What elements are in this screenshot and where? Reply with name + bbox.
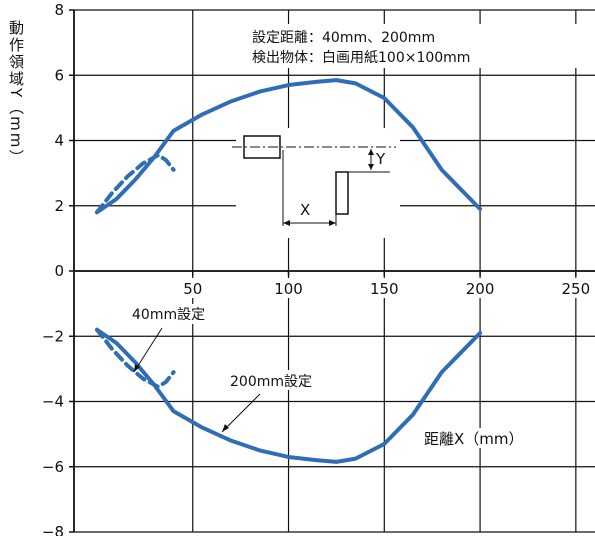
x-tick-label-background — [460, 278, 501, 298]
leader-arrowhead-200 — [222, 424, 229, 432]
condition-line-2: 検出物体：白画用紙100×100mm — [252, 50, 470, 66]
series-annotations: 40mm設定 200mm設定 — [128, 304, 350, 433]
label-40-background — [128, 304, 242, 324]
y-tick-label: −6 — [42, 458, 64, 476]
conditions-box: 設定距離：40mm、200mm 検出物体：白画用紙100×100mm — [244, 24, 580, 68]
y-tick-label: −8 — [42, 523, 64, 536]
series-line-lower — [94, 327, 483, 464]
y-arrowhead-top — [368, 149, 374, 155]
x-axis-label: 距離X（mm） — [424, 430, 524, 448]
x-tick-label: 200 — [466, 280, 495, 298]
series-line-lower — [94, 327, 176, 389]
x-tick-label: 100 — [274, 280, 303, 298]
leader-arrowhead-40 — [134, 364, 140, 372]
leader-line-200 — [221, 393, 261, 433]
condition-line-1: 設定距離：40mm、200mm — [252, 29, 435, 46]
tick-labels: 50 100 150 200 250 8 6 4 2 0 −2 −4 −6 −8 — [42, 1, 595, 536]
y-dimension-label: Y — [375, 150, 386, 168]
x-tick-label-background — [268, 278, 309, 298]
label-200-background — [226, 370, 350, 390]
target-object — [335, 171, 349, 215]
y-arrowhead-bottom — [368, 164, 374, 170]
y-tick-label: 6 — [54, 66, 64, 84]
series-line-upper — [94, 153, 176, 215]
axes — [69, 9, 595, 533]
label-200mm-setting: 200mm設定 — [230, 374, 312, 390]
sensor-box — [243, 135, 281, 159]
x-tick-label: 50 — [183, 280, 202, 298]
y-tick-label: −2 — [42, 327, 64, 345]
x-tick-label: 250 — [562, 280, 591, 298]
conditions-background — [244, 24, 580, 68]
series-layer — [94, 78, 483, 464]
x-tick-label: 150 — [370, 280, 399, 298]
series-line-upper — [94, 78, 483, 215]
x-label-background — [420, 428, 558, 448]
y-tick-label: 0 — [54, 262, 64, 280]
leader-line-40 — [133, 327, 163, 373]
x-arrowhead-left — [283, 220, 290, 226]
y-tick-label: 2 — [54, 197, 64, 215]
y-tick-label: −4 — [42, 393, 64, 411]
y-tick-label: 8 — [54, 1, 64, 19]
label-40mm-setting: 40mm設定 — [132, 307, 205, 323]
x-tick-label-background — [364, 278, 405, 298]
x-tick-label-background — [172, 278, 213, 298]
y-axis-label: 動作領域Y（mm） — [7, 20, 25, 166]
x-dimension-label: X — [300, 201, 310, 219]
x-arrowhead-right — [329, 220, 336, 226]
setup-diagram: X Y — [232, 128, 400, 238]
x-tick-label-background — [555, 278, 595, 298]
y-tick-label: 4 — [54, 132, 64, 150]
